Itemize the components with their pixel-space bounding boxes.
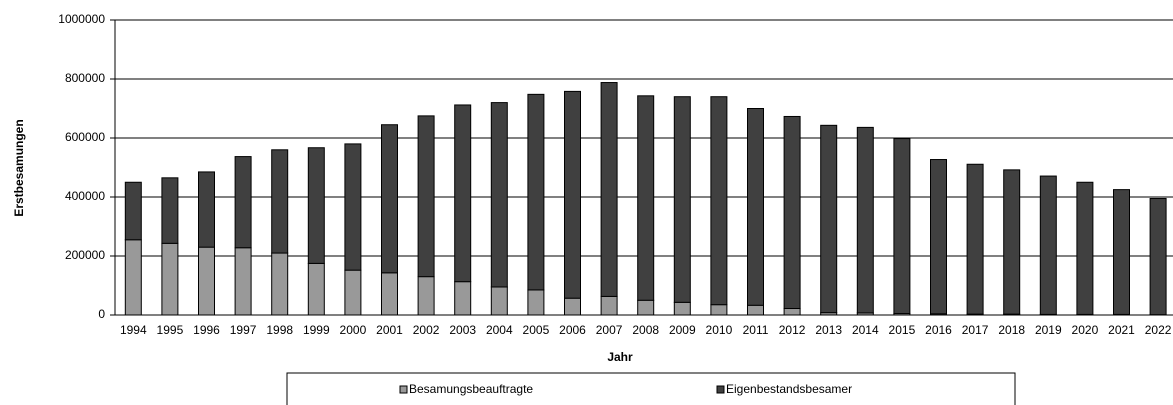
bar-segment bbox=[710, 96, 728, 306]
bar-segment bbox=[600, 295, 618, 316]
bar-segment bbox=[673, 96, 691, 303]
x-tick-label: 2018 bbox=[998, 323, 1025, 337]
bar-segment bbox=[637, 299, 655, 316]
legend-swatch bbox=[716, 385, 725, 394]
x-tick-label: 1996 bbox=[193, 323, 220, 337]
legend-label: Besamungsbeauftragte bbox=[409, 382, 533, 396]
bar-segment bbox=[124, 239, 142, 316]
bar-segment bbox=[161, 242, 179, 316]
bar-segment bbox=[527, 93, 545, 291]
x-tick-label: 1995 bbox=[157, 323, 184, 337]
bar-segment bbox=[454, 104, 472, 283]
x-tick-label: 2012 bbox=[779, 323, 806, 337]
x-tick-label: 2019 bbox=[1035, 323, 1062, 337]
bar-segment bbox=[344, 143, 362, 271]
x-tick-label: 2013 bbox=[815, 323, 842, 337]
bar-segment bbox=[966, 163, 984, 315]
x-tick-label: 2010 bbox=[706, 323, 733, 337]
x-tick-label: 2017 bbox=[962, 323, 989, 337]
bar-segment bbox=[783, 115, 801, 310]
y-tick-label: 600000 bbox=[65, 130, 105, 144]
bar-segment bbox=[417, 115, 435, 278]
bar-segment bbox=[1113, 189, 1130, 315]
bar-segment bbox=[564, 297, 581, 316]
bar-segment bbox=[271, 252, 289, 316]
bar-segment bbox=[564, 90, 581, 299]
bar-segment bbox=[527, 289, 545, 316]
y-tick-label: 800000 bbox=[65, 71, 105, 85]
bar-segment bbox=[198, 171, 215, 248]
x-tick-label: 1994 bbox=[120, 323, 147, 337]
y-tick-label: 0 bbox=[98, 307, 105, 321]
bar-segment bbox=[783, 308, 801, 316]
x-axis-title: Jahr bbox=[607, 350, 633, 364]
y-tick-label: 200000 bbox=[65, 248, 105, 262]
bar-segment bbox=[124, 181, 142, 241]
x-tick-label: 2001 bbox=[376, 323, 403, 337]
bar-segment bbox=[637, 95, 655, 301]
bar-segment bbox=[710, 304, 728, 316]
bar-segment bbox=[856, 126, 874, 314]
x-tick-label: 2004 bbox=[486, 323, 513, 337]
bar-segment bbox=[1149, 197, 1167, 316]
bar-segment bbox=[820, 124, 838, 314]
bar-segment bbox=[417, 276, 435, 316]
x-tick-label: 2022 bbox=[1145, 323, 1172, 337]
x-tick-label: 2011 bbox=[743, 323, 769, 337]
x-tick-label: 2003 bbox=[449, 323, 476, 337]
x-tick-label: 2000 bbox=[340, 323, 367, 337]
legend-box bbox=[286, 372, 1016, 405]
x-tick-label: 2007 bbox=[596, 323, 623, 337]
x-tick-label: 2008 bbox=[632, 323, 659, 337]
bar-segment bbox=[454, 281, 472, 316]
x-tick-label: 2014 bbox=[852, 323, 879, 337]
y-tick-label: 400000 bbox=[65, 189, 105, 203]
bar-segment bbox=[490, 286, 508, 316]
legend-label: Eigenbestandsbesamer bbox=[726, 382, 852, 396]
bar-segment bbox=[198, 246, 215, 316]
bar-segment bbox=[234, 156, 252, 249]
y-tick-label: 1000000 bbox=[58, 12, 105, 26]
bar-segment bbox=[234, 247, 252, 316]
x-tick-label: 2005 bbox=[523, 323, 550, 337]
x-tick-label: 1999 bbox=[303, 323, 330, 337]
x-tick-label: 2009 bbox=[669, 323, 696, 337]
x-tick-label: 2002 bbox=[413, 323, 440, 337]
x-tick-label: 2020 bbox=[1072, 323, 1099, 337]
bar-segment bbox=[747, 108, 764, 306]
x-tick-label: 2015 bbox=[889, 323, 916, 337]
bar-segment bbox=[161, 177, 179, 244]
bar-segment bbox=[1076, 181, 1094, 315]
bar-segment bbox=[893, 138, 911, 315]
bar-segment bbox=[1003, 169, 1021, 315]
bar-segment bbox=[673, 301, 691, 316]
x-tick-label: 2016 bbox=[925, 323, 952, 337]
bar-segment bbox=[271, 149, 289, 254]
bar-segment bbox=[600, 82, 618, 297]
bar-segment bbox=[930, 159, 947, 315]
legend-swatch bbox=[399, 385, 408, 394]
bar-segment bbox=[1039, 175, 1057, 315]
bar-segment bbox=[344, 269, 362, 316]
bar-segment bbox=[381, 124, 398, 274]
bar-segment bbox=[307, 262, 325, 316]
bar-segment bbox=[307, 147, 325, 264]
bar-segment bbox=[747, 304, 764, 316]
x-tick-label: 2021 bbox=[1108, 323, 1135, 337]
x-tick-label: 1997 bbox=[230, 323, 257, 337]
bar-segment bbox=[490, 102, 508, 288]
y-axis-title: Erstbesamungen bbox=[12, 119, 26, 216]
x-tick-label: 2006 bbox=[559, 323, 586, 337]
x-tick-label: 1998 bbox=[266, 323, 293, 337]
bar-segment bbox=[381, 272, 398, 316]
